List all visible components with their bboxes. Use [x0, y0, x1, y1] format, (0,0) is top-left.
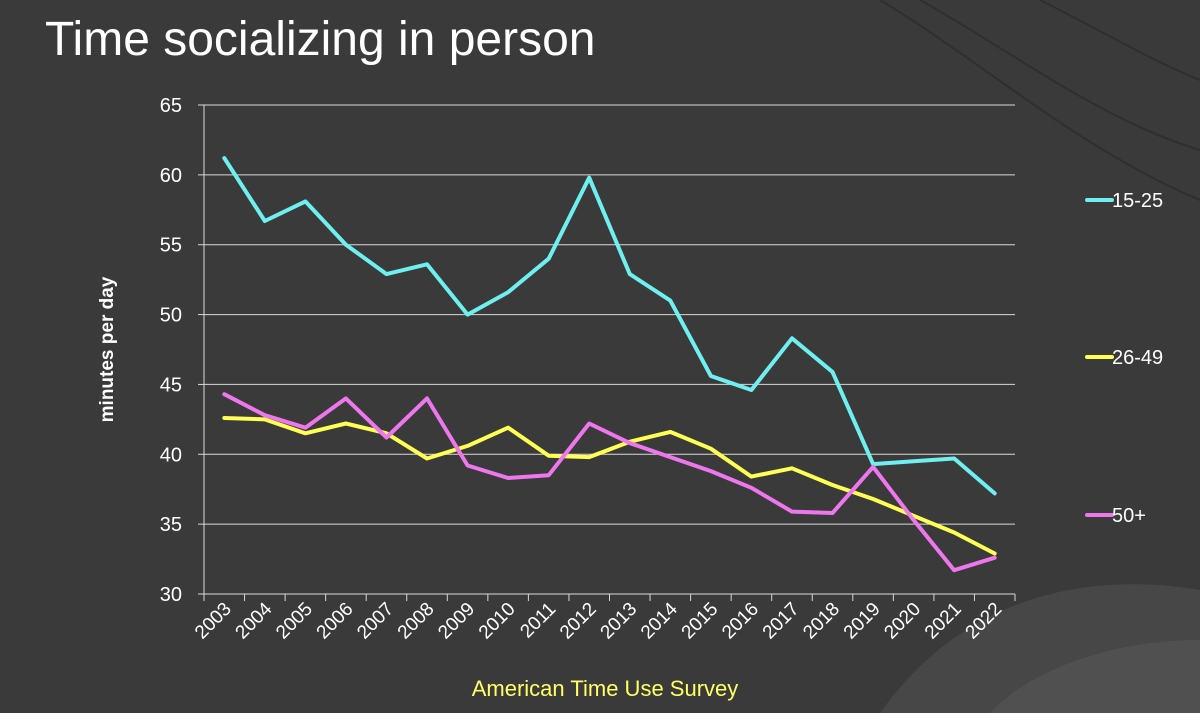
x-tick-label: 2004 [232, 598, 277, 643]
y-tick-label: 35 [160, 514, 182, 536]
y-tick-label: 50 [160, 305, 182, 327]
x-tick-label: 2014 [637, 598, 682, 643]
y-tick-label: 45 [160, 374, 182, 396]
y-tick-label: 60 [160, 165, 182, 187]
x-tick-label: 2022 [962, 599, 1007, 644]
x-tick-label: 2003 [191, 599, 236, 644]
y-tick-label: 30 [160, 584, 182, 606]
x-tick-label: 2008 [394, 599, 439, 644]
x-tick-label: 2016 [718, 599, 763, 644]
x-tick-label: 2009 [434, 599, 479, 644]
x-tick-label: 2021 [921, 599, 966, 644]
x-tick-label: 2011 [516, 599, 560, 643]
y-axis-label: minutes per day [97, 276, 118, 422]
x-tick-label: 2005 [272, 599, 317, 644]
x-tick-label: 2010 [475, 599, 520, 644]
series-line-15-25 [222, 156, 997, 496]
series-line-50+ [222, 392, 997, 573]
x-tick-label: 2013 [597, 599, 642, 644]
y-tick-label: 40 [160, 444, 182, 466]
source-note: American Time Use Survey [471, 676, 739, 701]
x-tick-label: 2012 [556, 599, 601, 644]
legend-label-26-49: 26-49 [1112, 347, 1163, 369]
x-tick-label: 2018 [799, 599, 844, 644]
x-tick-label: 2007 [353, 599, 398, 644]
legend-label-15-25: 15-25 [1112, 190, 1163, 212]
gridlines [204, 104, 1015, 595]
x-tick-label: 2006 [313, 599, 358, 644]
x-tick-label: 2017 [759, 599, 804, 644]
legend-label-50+: 50+ [1112, 505, 1146, 527]
slide-title: Time socializing in person [45, 13, 596, 66]
series-line-26-49 [222, 416, 997, 556]
x-tick-label: 2019 [840, 599, 885, 644]
series-lines [222, 156, 997, 573]
x-tick-label: 2020 [880, 599, 925, 644]
legend: 15-25 26-49 50+ [1085, 190, 1163, 527]
x-tick-label: 2015 [678, 599, 723, 644]
y-tick-label: 65 [160, 95, 182, 117]
y-tick-label: 55 [160, 235, 182, 257]
